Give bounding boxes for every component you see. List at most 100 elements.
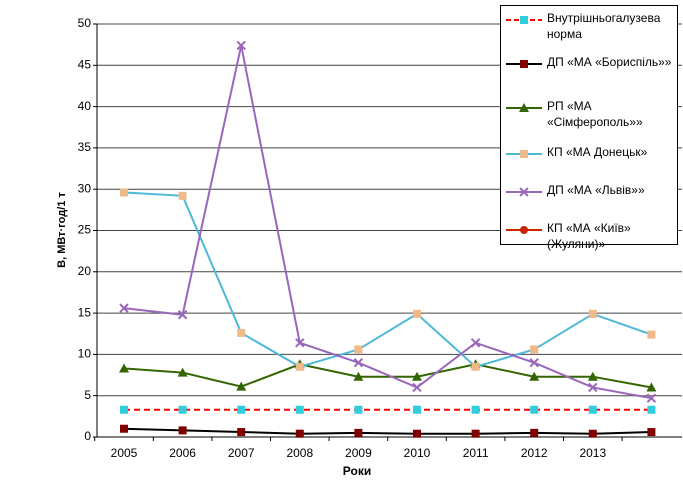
marker bbox=[295, 338, 305, 348]
marker bbox=[354, 428, 363, 437]
marker bbox=[530, 428, 539, 437]
marker bbox=[471, 429, 480, 438]
marker bbox=[647, 428, 656, 437]
x-tick-label: 2005 bbox=[111, 446, 138, 460]
y-tick-label: 45 bbox=[78, 57, 92, 71]
legend-label: ДП «МА «Львів»» bbox=[547, 183, 645, 197]
marker bbox=[520, 60, 528, 68]
marker bbox=[520, 16, 528, 24]
x-tick-label: 2008 bbox=[286, 446, 313, 460]
marker bbox=[520, 150, 528, 158]
marker bbox=[237, 328, 246, 337]
marker bbox=[587, 371, 598, 381]
marker bbox=[519, 103, 529, 112]
series-line bbox=[123, 427, 652, 435]
marker bbox=[413, 429, 421, 438]
y-tick-label: 10 bbox=[78, 347, 92, 361]
marker bbox=[120, 424, 128, 433]
y-axis-label: В, МВт·год/1 т bbox=[56, 192, 68, 268]
series-line bbox=[123, 45, 652, 400]
marker bbox=[646, 382, 657, 392]
legend-item: КП «МА Донецьк» bbox=[501, 144, 677, 184]
marker bbox=[119, 303, 129, 313]
marker bbox=[353, 357, 364, 368]
marker bbox=[412, 382, 422, 393]
legend-icon bbox=[506, 103, 542, 112]
y-tick-label: 35 bbox=[78, 140, 92, 154]
marker bbox=[588, 309, 597, 318]
marker bbox=[178, 405, 187, 414]
y-tick-label: 0 bbox=[84, 429, 91, 443]
marker bbox=[647, 330, 656, 339]
marker bbox=[236, 381, 247, 391]
marker bbox=[470, 338, 481, 348]
x-tick-label: 2009 bbox=[345, 446, 372, 460]
marker bbox=[178, 191, 187, 200]
marker bbox=[177, 367, 188, 377]
marker bbox=[295, 429, 304, 438]
y-tick-label: 20 bbox=[78, 264, 92, 278]
x-tick-label: 2007 bbox=[228, 446, 255, 460]
legend-label: Внутрішньогалузева норма bbox=[547, 11, 661, 41]
y-tick-label: 5 bbox=[84, 388, 91, 402]
y-tick-label: 50 bbox=[78, 16, 92, 30]
marker bbox=[588, 405, 597, 414]
legend-item: КП «МА «Київ» (Жуляни)» bbox=[501, 220, 677, 260]
legend-icon bbox=[506, 60, 542, 68]
legend-item: РП «МА «Сімферополь»» bbox=[501, 98, 677, 138]
marker bbox=[177, 310, 188, 320]
x-tick-label: 2012 bbox=[521, 446, 548, 460]
marker bbox=[237, 405, 246, 414]
marker bbox=[412, 371, 422, 381]
x-tick-label: 2006 bbox=[169, 446, 196, 460]
legend-label: РП «МА «Сімферополь»» bbox=[547, 99, 643, 129]
legend-icon bbox=[506, 187, 542, 197]
marker bbox=[413, 309, 421, 318]
marker bbox=[120, 188, 128, 197]
marker bbox=[413, 405, 421, 414]
marker bbox=[237, 428, 246, 437]
marker bbox=[588, 429, 597, 438]
legend-label: ДП «МА «Бориспіль»» bbox=[547, 55, 672, 69]
y-tick-label: 30 bbox=[78, 181, 92, 195]
marker bbox=[529, 357, 539, 368]
marker bbox=[588, 382, 598, 393]
legend-icon bbox=[506, 150, 542, 158]
marker bbox=[646, 393, 657, 403]
marker bbox=[178, 426, 187, 435]
legend-icon bbox=[506, 226, 542, 234]
x-tick-label: 2013 bbox=[579, 446, 606, 460]
marker bbox=[471, 405, 480, 414]
marker bbox=[530, 345, 539, 354]
legend-item: ДП «МА «Львів»» bbox=[501, 182, 677, 222]
marker bbox=[519, 187, 529, 197]
marker bbox=[295, 405, 304, 414]
marker bbox=[471, 362, 480, 371]
marker bbox=[529, 371, 540, 381]
marker bbox=[647, 405, 656, 414]
y-tick-label: 40 bbox=[78, 99, 92, 113]
marker bbox=[354, 405, 363, 414]
marker bbox=[353, 371, 364, 381]
marker bbox=[295, 362, 304, 371]
marker bbox=[119, 363, 129, 373]
legend: Внутрішньогалузева норма ДП «МА «Бориспіл… bbox=[500, 5, 678, 251]
legend-icon bbox=[506, 16, 542, 24]
series-line bbox=[123, 363, 652, 389]
legend-label: КП «МА Донецьк» bbox=[547, 145, 648, 159]
legend-label: КП «МА «Київ» (Жуляни)» bbox=[547, 221, 631, 251]
legend-item: Внутрішньогалузева норма bbox=[501, 10, 677, 50]
y-tick-label: 25 bbox=[78, 223, 92, 237]
x-tick-label: 2010 bbox=[404, 446, 431, 460]
legend-item: ДП «МА «Бориспіль»» bbox=[501, 54, 677, 94]
marker bbox=[530, 405, 539, 414]
marker bbox=[520, 226, 528, 234]
marker bbox=[354, 345, 363, 354]
x-axis-label: Роки bbox=[343, 464, 371, 478]
series-line bbox=[123, 191, 652, 368]
marker bbox=[120, 405, 128, 414]
x-tick-label: 2011 bbox=[463, 446, 489, 460]
marker bbox=[236, 40, 246, 51]
y-tick-label: 15 bbox=[78, 305, 92, 319]
